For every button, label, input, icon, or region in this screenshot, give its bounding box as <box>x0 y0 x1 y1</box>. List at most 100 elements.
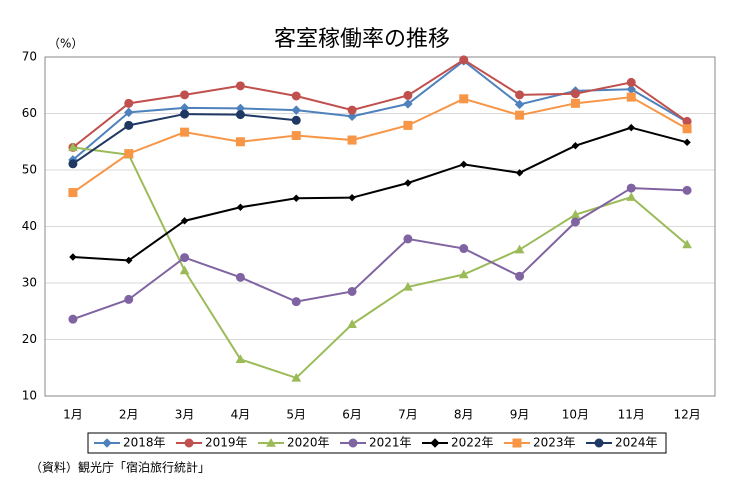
marker <box>514 99 525 110</box>
marker <box>682 116 692 126</box>
marker <box>291 131 301 141</box>
marker <box>682 185 692 195</box>
marker <box>347 105 357 115</box>
marker <box>348 438 358 448</box>
marker <box>235 81 245 91</box>
y-unit: （%） <box>48 37 83 51</box>
marker <box>266 437 276 447</box>
legend-box <box>87 432 667 454</box>
marker <box>515 169 524 177</box>
marker <box>124 120 134 130</box>
marker <box>235 137 245 147</box>
marker <box>403 90 413 100</box>
marker <box>404 179 412 187</box>
series-line <box>72 59 688 161</box>
marker <box>626 92 636 102</box>
y-tick-label: 60 <box>22 106 37 120</box>
marker <box>682 239 692 249</box>
y-tick-label: 50 <box>22 163 37 177</box>
legend-label: 2019年 <box>205 436 248 450</box>
marker <box>594 438 604 448</box>
marker <box>68 314 78 324</box>
marker <box>179 265 190 275</box>
x-tick-label: 6月 <box>342 408 362 422</box>
marker <box>571 141 580 150</box>
marker <box>291 91 301 101</box>
marker <box>180 90 190 100</box>
marker <box>69 253 77 261</box>
legend-label: 2024年 <box>615 436 658 450</box>
marker <box>626 192 637 201</box>
marker <box>570 217 580 227</box>
marker <box>68 159 78 169</box>
x-tick-label: 7月 <box>398 408 418 422</box>
marker <box>124 294 134 304</box>
marker <box>627 123 635 132</box>
marker <box>180 253 190 263</box>
series-line <box>72 126 688 262</box>
legend-label: 2023年 <box>533 436 576 450</box>
marker <box>460 160 468 169</box>
marker <box>291 372 302 382</box>
marker <box>184 438 194 448</box>
marker <box>291 115 301 125</box>
marker <box>235 272 245 282</box>
marker <box>514 244 525 254</box>
y-tick-label: 20 <box>22 332 37 346</box>
marker <box>124 149 134 159</box>
marker <box>102 438 112 448</box>
series-line <box>72 146 688 380</box>
legend-label: 2018年 <box>123 436 166 450</box>
marker <box>682 124 692 134</box>
x-tick-label: 8月 <box>454 408 474 422</box>
chart-title: 客室稼働率の推移 <box>274 27 450 52</box>
x-tick-label: 9月 <box>510 408 530 422</box>
marker <box>291 297 301 307</box>
marker <box>124 98 134 108</box>
series-line <box>72 96 688 194</box>
marker <box>458 269 469 279</box>
y-tick-label: 10 <box>22 389 37 403</box>
marker <box>347 319 357 328</box>
marker <box>403 281 413 291</box>
marker <box>347 111 357 122</box>
marker <box>570 89 580 99</box>
marker <box>515 271 525 281</box>
marker <box>347 135 357 145</box>
x-tick-label: 5月 <box>286 408 306 422</box>
marker <box>570 98 580 108</box>
marker <box>68 188 78 198</box>
x-tick-label: 2月 <box>119 408 139 422</box>
x-tick-label: 1月 <box>63 408 83 422</box>
marker <box>180 217 189 225</box>
marker <box>347 286 357 296</box>
marker <box>68 142 78 152</box>
x-tick-label: 11月 <box>618 408 645 422</box>
marker <box>235 354 246 363</box>
marker <box>291 105 301 115</box>
marker <box>348 193 356 202</box>
plot-border <box>44 56 716 397</box>
marker <box>515 90 525 100</box>
marker <box>515 110 525 120</box>
marker <box>459 244 469 254</box>
y-tick-label: 40 <box>22 219 37 233</box>
x-tick-label: 4月 <box>231 408 251 422</box>
marker <box>626 183 636 193</box>
marker <box>180 109 190 119</box>
marker <box>236 203 245 211</box>
y-tick-label: 30 <box>22 276 37 290</box>
legend-label: 2020年 <box>287 436 330 450</box>
marker <box>235 110 245 120</box>
y-tick-label: 70 <box>22 50 37 64</box>
marker <box>124 107 134 118</box>
legend-label: 2022年 <box>451 436 494 450</box>
series-line <box>72 58 688 149</box>
marker <box>459 94 469 104</box>
marker <box>430 438 440 448</box>
x-tick-label: 3月 <box>175 408 195 422</box>
marker <box>626 77 636 87</box>
marker <box>403 234 413 244</box>
series-line <box>72 187 688 321</box>
